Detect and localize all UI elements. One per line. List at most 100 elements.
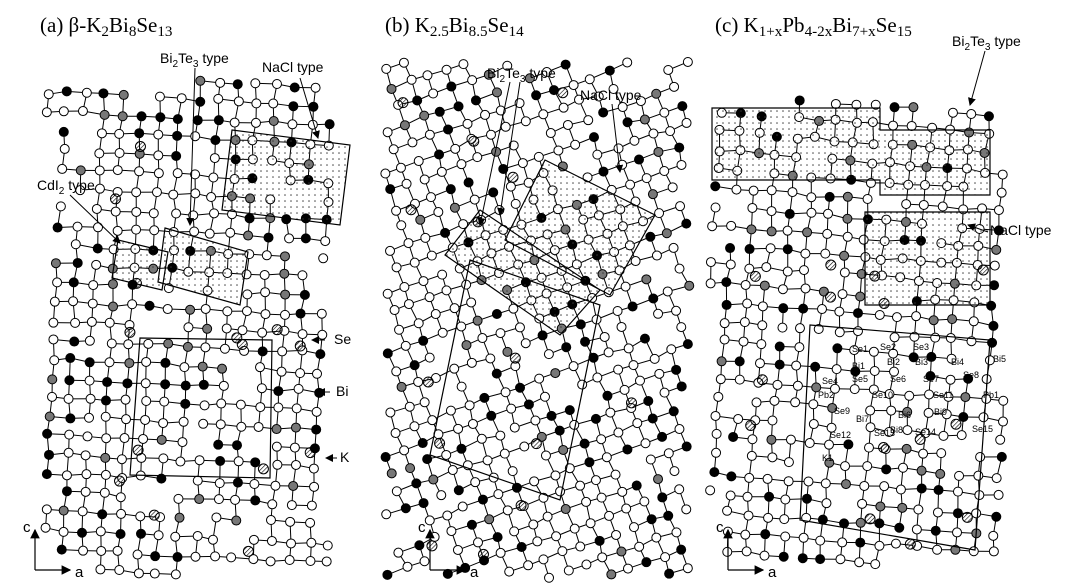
atom xyxy=(762,263,771,272)
atom xyxy=(623,118,632,127)
atom xyxy=(997,452,1006,461)
atom xyxy=(998,170,1007,179)
atom xyxy=(495,206,504,215)
atom xyxy=(957,431,966,440)
atom xyxy=(116,493,125,502)
atom xyxy=(863,462,872,471)
k-atom xyxy=(478,549,488,559)
atom xyxy=(899,463,908,472)
k-atom xyxy=(826,292,836,302)
atom xyxy=(232,516,241,525)
atom xyxy=(494,490,503,499)
atom xyxy=(272,442,281,451)
atom xyxy=(134,569,143,578)
atom xyxy=(931,526,940,535)
atom-label: Se10 xyxy=(872,390,893,400)
atom xyxy=(539,110,548,119)
atom xyxy=(578,380,587,389)
atom xyxy=(708,222,717,231)
atom xyxy=(285,556,294,565)
atom xyxy=(792,361,801,370)
atom xyxy=(163,305,172,314)
atom xyxy=(668,183,677,192)
atom xyxy=(934,485,943,494)
atom xyxy=(840,251,849,260)
atom xyxy=(175,513,184,522)
atom xyxy=(758,302,767,311)
atom xyxy=(664,449,673,458)
atom xyxy=(288,120,297,129)
atom xyxy=(419,499,428,508)
atom xyxy=(309,464,318,473)
atom xyxy=(473,316,482,325)
atom xyxy=(675,425,684,434)
atom xyxy=(551,369,560,378)
atom xyxy=(45,412,54,421)
axis-label: a xyxy=(470,564,479,581)
atom xyxy=(396,163,405,172)
atom xyxy=(442,65,451,74)
atom xyxy=(660,388,669,397)
atom xyxy=(929,316,938,325)
atom xyxy=(807,193,816,202)
atom xyxy=(217,399,226,408)
atom xyxy=(571,140,580,149)
atom xyxy=(743,299,752,308)
panel-title: (a) β-K2Bi8Se13 xyxy=(40,13,172,40)
atom xyxy=(272,425,281,434)
atom xyxy=(593,373,602,382)
atom xyxy=(222,324,231,333)
atom xyxy=(269,117,278,126)
atom xyxy=(805,439,814,448)
atom xyxy=(801,284,810,293)
atom xyxy=(946,375,955,384)
atom xyxy=(480,393,489,402)
atom xyxy=(64,394,73,403)
atom xyxy=(902,444,911,453)
atom xyxy=(95,149,104,158)
atom xyxy=(101,470,110,479)
atom xyxy=(955,471,964,480)
atom xyxy=(306,518,315,527)
atom xyxy=(664,511,673,520)
atom xyxy=(181,399,190,408)
atom xyxy=(251,458,260,467)
atom xyxy=(662,229,671,238)
atom xyxy=(818,305,827,314)
atom-label: Se1 xyxy=(852,344,868,354)
atom xyxy=(184,323,193,332)
atom xyxy=(242,307,251,316)
atom xyxy=(62,87,71,96)
atom xyxy=(406,464,415,473)
atom xyxy=(71,240,80,249)
atom xyxy=(999,396,1008,405)
atom xyxy=(646,232,655,241)
atom xyxy=(287,501,296,510)
atom xyxy=(404,239,413,248)
atom xyxy=(516,383,525,392)
atom xyxy=(78,107,87,116)
atom xyxy=(937,449,946,458)
atom xyxy=(822,499,831,508)
atom xyxy=(394,548,403,557)
atom xyxy=(626,180,635,189)
atom xyxy=(236,400,245,409)
atom xyxy=(752,398,761,407)
atom xyxy=(291,460,300,469)
atom xyxy=(931,333,940,342)
atom xyxy=(309,102,318,111)
atom xyxy=(629,523,638,532)
atom xyxy=(856,518,865,527)
atom xyxy=(599,108,608,117)
atom xyxy=(447,82,456,91)
atom-label: K1 xyxy=(822,453,833,463)
atom xyxy=(677,545,686,554)
text-part: Se xyxy=(876,13,897,37)
atom xyxy=(76,166,85,175)
atom xyxy=(517,542,526,551)
k-atom xyxy=(125,327,135,337)
structure-label: K xyxy=(340,449,350,465)
atom xyxy=(318,330,327,339)
atom xyxy=(766,244,775,253)
atom xyxy=(237,422,246,431)
